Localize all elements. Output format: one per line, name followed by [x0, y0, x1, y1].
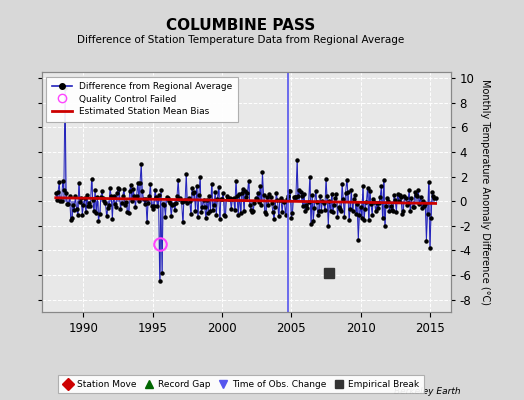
- Legend: Station Move, Record Gap, Time of Obs. Change, Empirical Break: Station Move, Record Gap, Time of Obs. C…: [58, 376, 424, 394]
- Text: Berkeley Earth: Berkeley Earth: [395, 387, 461, 396]
- Y-axis label: Monthly Temperature Anomaly Difference (°C): Monthly Temperature Anomaly Difference (…: [480, 79, 490, 305]
- Text: COLUMBINE PASS: COLUMBINE PASS: [167, 18, 315, 33]
- Legend: Difference from Regional Average, Quality Control Failed, Estimated Station Mean: Difference from Regional Average, Qualit…: [47, 76, 237, 122]
- Text: Difference of Station Temperature Data from Regional Average: Difference of Station Temperature Data f…: [78, 35, 405, 45]
